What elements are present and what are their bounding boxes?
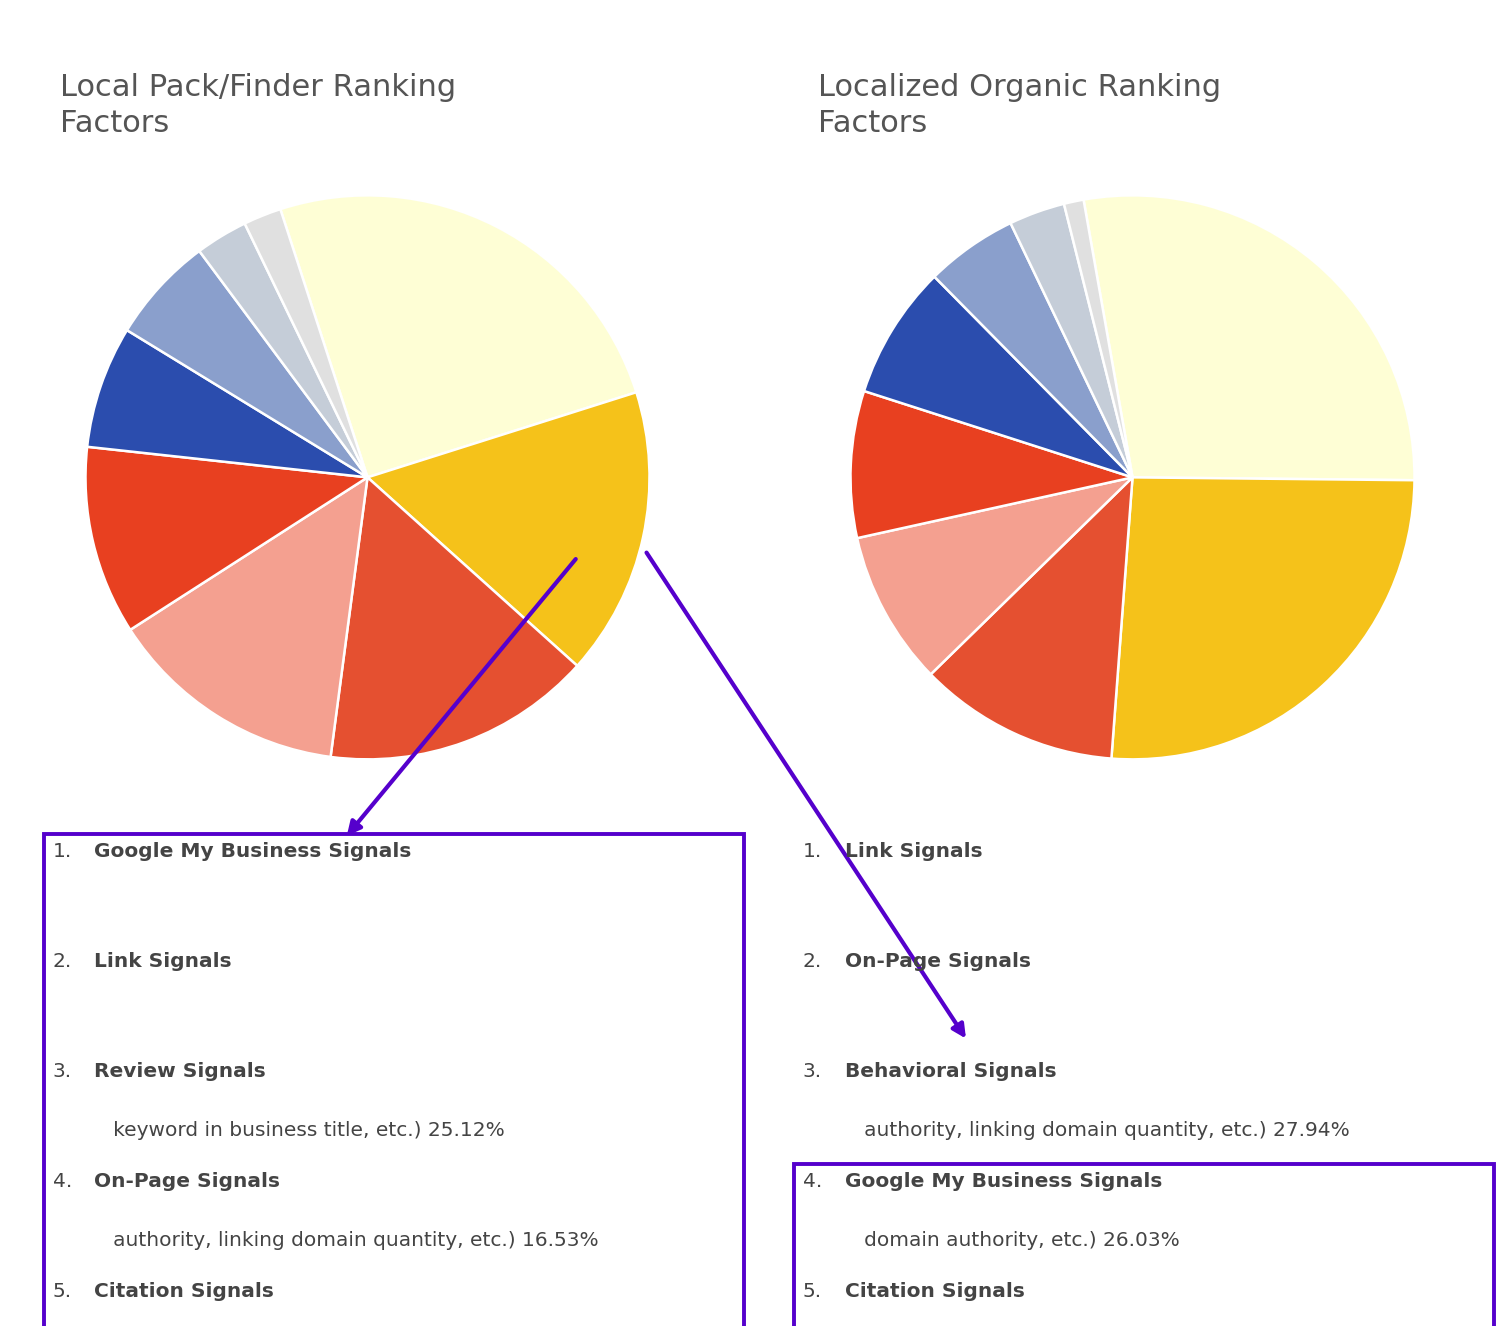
Wedge shape (244, 210, 368, 477)
Text: 5.: 5. (53, 1282, 72, 1301)
Text: Review Signals: Review Signals (94, 1062, 267, 1081)
Wedge shape (864, 277, 1132, 477)
Text: 2.: 2. (802, 952, 822, 971)
Text: Link Signals: Link Signals (94, 952, 232, 971)
Text: Citation Signals: Citation Signals (844, 1282, 1024, 1301)
Wedge shape (280, 195, 636, 477)
Text: domain authority, etc.) 26.03%: domain authority, etc.) 26.03% (844, 1231, 1179, 1250)
Wedge shape (1011, 204, 1132, 477)
Text: 4.: 4. (802, 1172, 822, 1191)
Wedge shape (130, 477, 368, 757)
Wedge shape (87, 330, 368, 477)
Wedge shape (934, 223, 1132, 477)
Text: 1.: 1. (53, 842, 72, 861)
Text: 5.: 5. (802, 1282, 822, 1301)
Wedge shape (368, 392, 650, 666)
Text: 2.: 2. (53, 952, 72, 971)
Wedge shape (86, 447, 368, 630)
Text: Google My Business Signals: Google My Business Signals (844, 1172, 1162, 1191)
Text: keyword in business title, etc.) 25.12%: keyword in business title, etc.) 25.12% (94, 1120, 506, 1140)
Text: 1.: 1. (802, 842, 822, 861)
Text: authority, linking domain quantity, etc.) 16.53%: authority, linking domain quantity, etc.… (94, 1231, 598, 1250)
Wedge shape (330, 477, 578, 760)
Text: 3.: 3. (53, 1062, 72, 1081)
Wedge shape (200, 224, 368, 477)
Text: On-Page Signals: On-Page Signals (94, 1172, 280, 1191)
Text: 4.: 4. (53, 1172, 72, 1191)
Text: Link Signals: Link Signals (844, 842, 982, 861)
Wedge shape (128, 251, 368, 477)
Wedge shape (856, 477, 1132, 675)
Wedge shape (850, 391, 1132, 538)
Text: 3.: 3. (802, 1062, 822, 1081)
Text: authority, linking domain quantity, etc.) 27.94%: authority, linking domain quantity, etc.… (844, 1120, 1350, 1140)
Text: Localized Organic Ranking
Factors: Localized Organic Ranking Factors (818, 73, 1221, 138)
Wedge shape (1064, 200, 1132, 477)
Text: Citation Signals: Citation Signals (94, 1282, 274, 1301)
Text: On-Page Signals: On-Page Signals (844, 952, 1030, 971)
Wedge shape (930, 477, 1132, 758)
Wedge shape (1112, 477, 1414, 760)
Text: Local Pack/Finder Ranking
Factors: Local Pack/Finder Ranking Factors (60, 73, 456, 138)
Text: Google My Business Signals: Google My Business Signals (94, 842, 413, 861)
Wedge shape (1083, 195, 1414, 480)
Text: Behavioral Signals: Behavioral Signals (844, 1062, 1056, 1081)
